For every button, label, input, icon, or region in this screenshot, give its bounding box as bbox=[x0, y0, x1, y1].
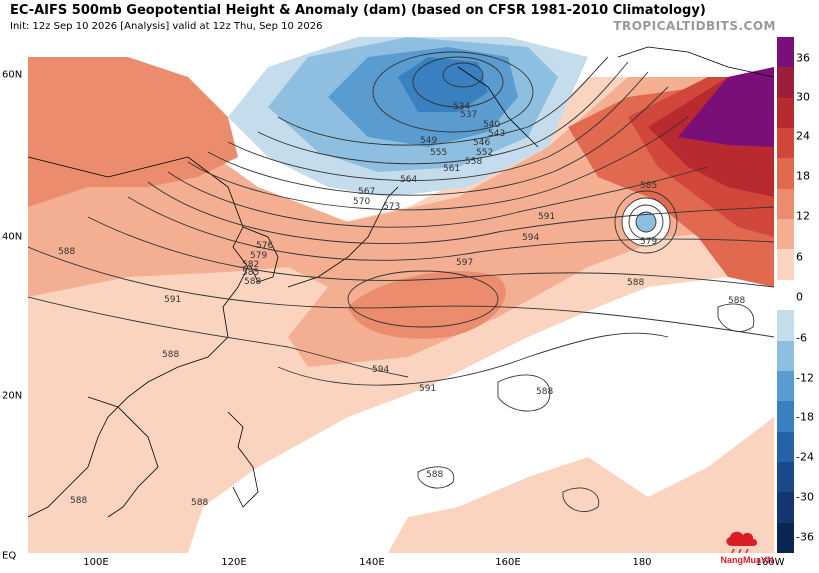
colorbar-label: 24 bbox=[796, 129, 810, 143]
map-title: EC-AIFS 500mb Geopotential Height & Anom… bbox=[10, 3, 706, 18]
indochina-coastline bbox=[87, 396, 159, 518]
contour-label: 558 bbox=[465, 157, 482, 167]
colorbar-segment bbox=[777, 128, 794, 159]
contour-label: 573 bbox=[383, 202, 400, 212]
colorbar-segment bbox=[777, 310, 794, 342]
colorbar-segment bbox=[777, 370, 794, 402]
lat-label: 20N bbox=[2, 390, 23, 402]
brand-watermark[interactable]: TROPICALTIDBITS.COM bbox=[613, 19, 776, 33]
contour-label: 576 bbox=[256, 241, 273, 251]
colorbar bbox=[777, 37, 794, 554]
contour-label: 588 bbox=[536, 387, 553, 397]
strong-positive-nw bbox=[28, 57, 238, 207]
contour-label: 597 bbox=[456, 258, 473, 268]
colorbar-label: 18 bbox=[796, 169, 810, 183]
colorbar-segment bbox=[777, 401, 794, 433]
contour-label: 534 bbox=[453, 102, 470, 112]
lat-label: EQ bbox=[2, 550, 17, 562]
contour-label: 552 bbox=[476, 148, 493, 158]
colorbar-label: -36 bbox=[796, 530, 814, 544]
contour-label: 588 bbox=[58, 247, 75, 257]
contour-label: 588 bbox=[426, 470, 443, 480]
colorbar-label: 6 bbox=[796, 250, 803, 264]
colorbar-segment bbox=[777, 67, 794, 99]
korea-coastline bbox=[242, 226, 279, 283]
contour-label: 564 bbox=[400, 175, 417, 185]
cutoff-low-inner bbox=[636, 212, 656, 232]
lon-label: 180 bbox=[632, 557, 652, 568]
colorbar-label: -30 bbox=[796, 490, 814, 504]
lon-label: 140E bbox=[359, 557, 385, 568]
contour-label: 588 bbox=[244, 277, 261, 287]
max-positive-ne bbox=[678, 67, 774, 147]
lon-label: 160E bbox=[495, 557, 521, 568]
contour-label: 549 bbox=[420, 136, 437, 146]
contour-label: 594 bbox=[522, 233, 539, 243]
philippines-coastline bbox=[227, 411, 259, 508]
lon-label: 100E bbox=[83, 557, 109, 568]
japan-coastline bbox=[287, 186, 399, 288]
contour-label: 585 bbox=[640, 181, 657, 191]
contour-label: 588 bbox=[728, 296, 745, 306]
contour-label: 561 bbox=[443, 164, 460, 174]
colorbar-segment bbox=[777, 279, 794, 311]
nangmuavn-logo: NangMuaVN bbox=[712, 526, 782, 566]
anomaly-map: 534 537 540 543 546 549 552 555 558 561 … bbox=[28, 37, 774, 553]
contour-label: 546 bbox=[473, 138, 490, 148]
colorbar-label: -6 bbox=[796, 331, 807, 345]
height-contours bbox=[28, 51, 774, 512]
colorbar-segment bbox=[777, 158, 794, 190]
colorbar-segment bbox=[777, 37, 794, 68]
map-subtitle: Init: 12z Sep 10 2026 [Analysis] valid a… bbox=[10, 21, 323, 32]
colorbar-label: -18 bbox=[796, 410, 814, 424]
lat-label: 60N bbox=[2, 69, 23, 81]
alaska-coastline bbox=[617, 46, 774, 78]
contour-label: 588 bbox=[162, 350, 179, 360]
colorbar-segment bbox=[777, 431, 794, 463]
contour-label: 537 bbox=[460, 110, 477, 120]
colorbar-label: -24 bbox=[796, 450, 814, 464]
contour-label: 588 bbox=[627, 278, 644, 288]
watermark-text: NangMuaVN bbox=[720, 555, 773, 565]
colorbar-label: 30 bbox=[796, 90, 810, 104]
colorbar-segment bbox=[777, 219, 794, 250]
colorbar-label: 36 bbox=[796, 51, 810, 65]
negative-region-center bbox=[398, 57, 488, 112]
map-area: 534 537 540 543 546 549 552 555 558 561 … bbox=[28, 37, 774, 553]
contour-label: 591 bbox=[164, 295, 181, 305]
lat-label: 40N bbox=[2, 231, 23, 243]
cloud-rain-icon: NangMuaVN bbox=[720, 531, 774, 565]
colorbar-segment bbox=[777, 249, 794, 281]
contour-label: 555 bbox=[430, 148, 447, 158]
contour-label: 591 bbox=[419, 384, 436, 394]
contour-label: 588 bbox=[191, 498, 208, 508]
contour-label: 579 bbox=[640, 237, 657, 247]
weak-positive-south bbox=[388, 417, 774, 553]
contour-label: 582 bbox=[242, 260, 259, 270]
contour-label: 591 bbox=[538, 212, 555, 222]
contour-label: 579 bbox=[250, 251, 267, 261]
contour-label: 570 bbox=[353, 197, 370, 207]
lon-label: 120E bbox=[221, 557, 247, 568]
colorbar-label: -12 bbox=[796, 371, 814, 385]
colorbar-label: 0 bbox=[796, 290, 803, 304]
contour-label: 585 bbox=[242, 268, 259, 278]
colorbar-label: 12 bbox=[796, 209, 810, 223]
asia-coastline bbox=[28, 156, 249, 518]
contour-label: 588 bbox=[70, 496, 87, 506]
contour-label-group: 534 537 540 543 546 549 552 555 558 561 … bbox=[58, 102, 745, 508]
colorbar-segment bbox=[777, 461, 794, 493]
colorbar-segment bbox=[777, 97, 794, 129]
colorbar-segment bbox=[777, 340, 794, 372]
contour-label: 540 bbox=[483, 120, 500, 130]
contour-label: 567 bbox=[358, 187, 375, 197]
colorbar-segment bbox=[777, 522, 794, 554]
lon-label: 160W bbox=[755, 557, 785, 568]
contour-label: 543 bbox=[488, 129, 505, 139]
kamchatka-coastline bbox=[457, 66, 539, 148]
colorbar-segment bbox=[777, 492, 794, 524]
contour-label: 594 bbox=[372, 365, 389, 375]
colorbar-segment bbox=[777, 188, 794, 220]
